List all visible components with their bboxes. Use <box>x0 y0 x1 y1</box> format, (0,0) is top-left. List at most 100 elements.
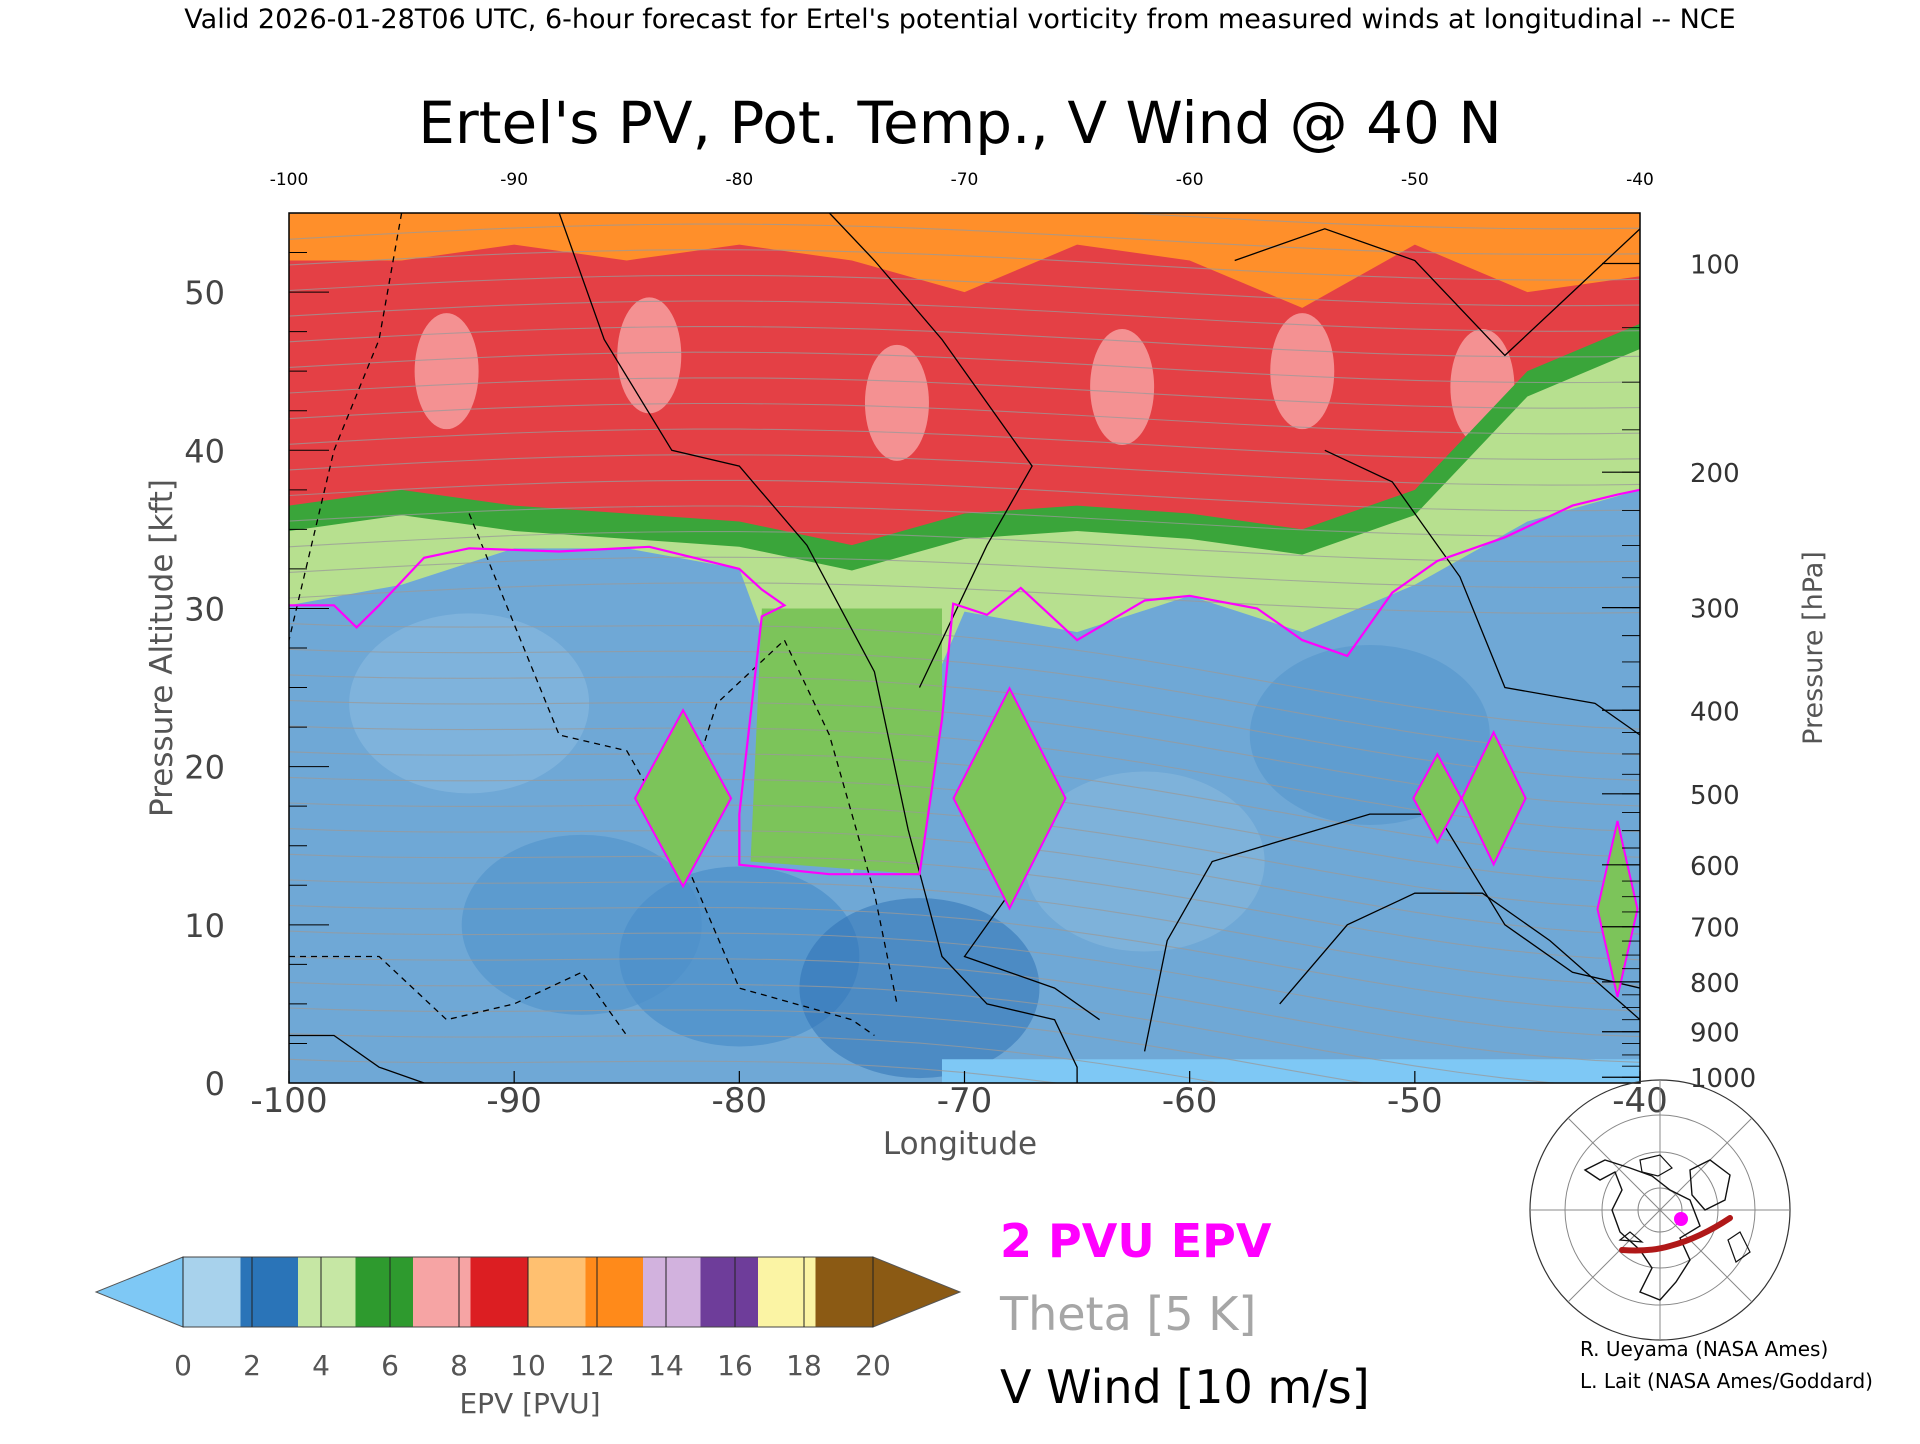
y-tick-label-right: 600 <box>1690 852 1740 882</box>
theta-contour <box>289 1033 1222 1083</box>
x-tick-label: -90 <box>486 1081 542 1121</box>
colorbar-tick-label: 2 <box>243 1349 261 1382</box>
colorbar-under-arrow <box>94 1256 184 1328</box>
y-tick-label-right: 1000 <box>1690 1064 1756 1094</box>
y-tick-label-right: 900 <box>1690 1019 1740 1049</box>
vwind-contour <box>1234 228 1640 357</box>
theta-contour <box>289 213 1640 230</box>
tropo-shade <box>799 898 1040 1079</box>
x-tick-label-top: -50 <box>1401 170 1429 190</box>
vwind-contour <box>289 1034 425 1083</box>
credit-line-2: L. Lait (NASA Ames/Goddard) <box>1580 1369 1873 1393</box>
legend-2pvu: 2 PVU EPV <box>1000 1214 1272 1268</box>
x-tick-label-top: -90 <box>500 170 528 190</box>
x-tick-label: -80 <box>712 1081 768 1121</box>
pv-streak <box>617 297 682 414</box>
x-tick-label: -70 <box>937 1081 993 1121</box>
pv-streak <box>1090 329 1155 445</box>
vwind-contour <box>289 213 403 641</box>
y-axis-label-right: Pressure [hPa] <box>1798 551 1829 745</box>
colorbar-swatch <box>700 1257 759 1327</box>
y-tick-label-right: 700 <box>1690 914 1740 944</box>
colorbar-tick-label: 20 <box>855 1349 891 1382</box>
theta-contour <box>289 674 1640 781</box>
colorbar-swatch <box>470 1257 529 1327</box>
colorbar-tick-label: 4 <box>312 1349 330 1382</box>
x-axis-label: Longitude <box>883 1126 1037 1162</box>
y-axis-label-left: Pressure Altitude [kft] <box>144 479 180 817</box>
theta-contour <box>289 648 1640 756</box>
colorbar-swatch <box>528 1257 586 1327</box>
y-tick-label-right: 400 <box>1690 697 1740 727</box>
colorbar-swatch <box>240 1257 299 1327</box>
x-tick-label: -40 <box>1612 1081 1668 1121</box>
y-tick-label-left: 0 <box>205 1065 225 1103</box>
theta-contour <box>289 1007 1367 1083</box>
colorbar-swatch <box>298 1257 356 1327</box>
colorbar-swatch <box>758 1257 816 1327</box>
y-tick-label-right: 500 <box>1690 781 1740 811</box>
theta-contour <box>289 981 1562 1083</box>
pv-anomaly <box>952 686 1067 911</box>
x-tick-label: -100 <box>250 1081 327 1121</box>
vwind-contour <box>1324 449 1640 736</box>
colorbar-tick-label: 6 <box>381 1349 399 1382</box>
theta-contour <box>289 623 1640 730</box>
x-tick-label: -60 <box>1162 1081 1218 1121</box>
y-tick-label-right: 300 <box>1690 595 1740 625</box>
theta-contour <box>289 454 1640 486</box>
colorbar-swatch <box>355 1257 414 1327</box>
pv-streak <box>414 313 479 430</box>
colorbar-tick-label: 0 <box>174 1349 192 1382</box>
colorbar-swatch <box>183 1257 241 1327</box>
colorbar-swatch <box>815 1257 874 1327</box>
credit-line-1: R. Ueyama (NASA Ames) <box>1580 1337 1828 1361</box>
x-tick-label-top: -70 <box>951 170 979 190</box>
vwind-contour <box>1143 813 1640 1052</box>
pv-streak <box>864 344 929 461</box>
theta-contour <box>289 479 1640 512</box>
epv-colorbar: 0 2 4 6 8 10 12 14 16 18 20 <box>94 1256 962 1382</box>
theta-contour <box>289 828 1640 935</box>
theta-contour <box>289 853 1640 961</box>
y-tick-label-right: 800 <box>1690 969 1740 999</box>
colorbar-tick-label: 14 <box>648 1349 684 1382</box>
vwind-contour <box>828 213 1033 688</box>
theta-contour <box>289 377 1640 409</box>
theta-contour <box>289 751 1640 858</box>
theta-contour <box>289 505 1640 537</box>
theta-contour <box>289 725 1640 833</box>
track-line <box>1619 1215 1733 1254</box>
theta-contour <box>289 223 1640 255</box>
theta-contour <box>289 582 1640 614</box>
y-tick-label-left: 50 <box>184 274 225 312</box>
theta-contour <box>289 300 1640 332</box>
pv-intrusion <box>750 608 942 875</box>
vwind-contour <box>671 639 898 1005</box>
forecast-header: Valid 2026-01-28T06 UTC, 6-hour forecast… <box>184 4 1735 35</box>
x-tick-label: -50 <box>1387 1081 1443 1121</box>
colorbar-tick-label: 8 <box>450 1349 468 1382</box>
theta-contour <box>289 956 1640 1063</box>
x-tick-label-top: -100 <box>270 170 309 190</box>
location-marker <box>1674 1212 1688 1226</box>
pv-cross-section <box>289 213 1640 1083</box>
theta-contour <box>289 274 1640 307</box>
theta-contour <box>289 326 1640 358</box>
theta-contour <box>289 904 1640 1012</box>
y-tick-label-left: 10 <box>184 907 225 945</box>
tropo-shade <box>461 834 702 1015</box>
colorbar-swatch <box>585 1257 644 1327</box>
theta-contour <box>289 402 1640 435</box>
y-tick-label-right: 200 <box>1690 459 1740 489</box>
colorbar-over-arrow <box>872 1256 962 1328</box>
pv-anomaly <box>1460 729 1527 867</box>
pv-streak <box>1270 313 1335 430</box>
colorbar-swatch <box>643 1257 701 1327</box>
x-tick-label-top: -40 <box>1626 170 1654 190</box>
theta-contour <box>289 556 1640 589</box>
colorbar-tick-label: 16 <box>717 1349 753 1382</box>
theta-contour <box>289 699 1640 807</box>
pv-anomaly <box>633 708 733 889</box>
y-tick-label-left: 30 <box>184 590 225 628</box>
